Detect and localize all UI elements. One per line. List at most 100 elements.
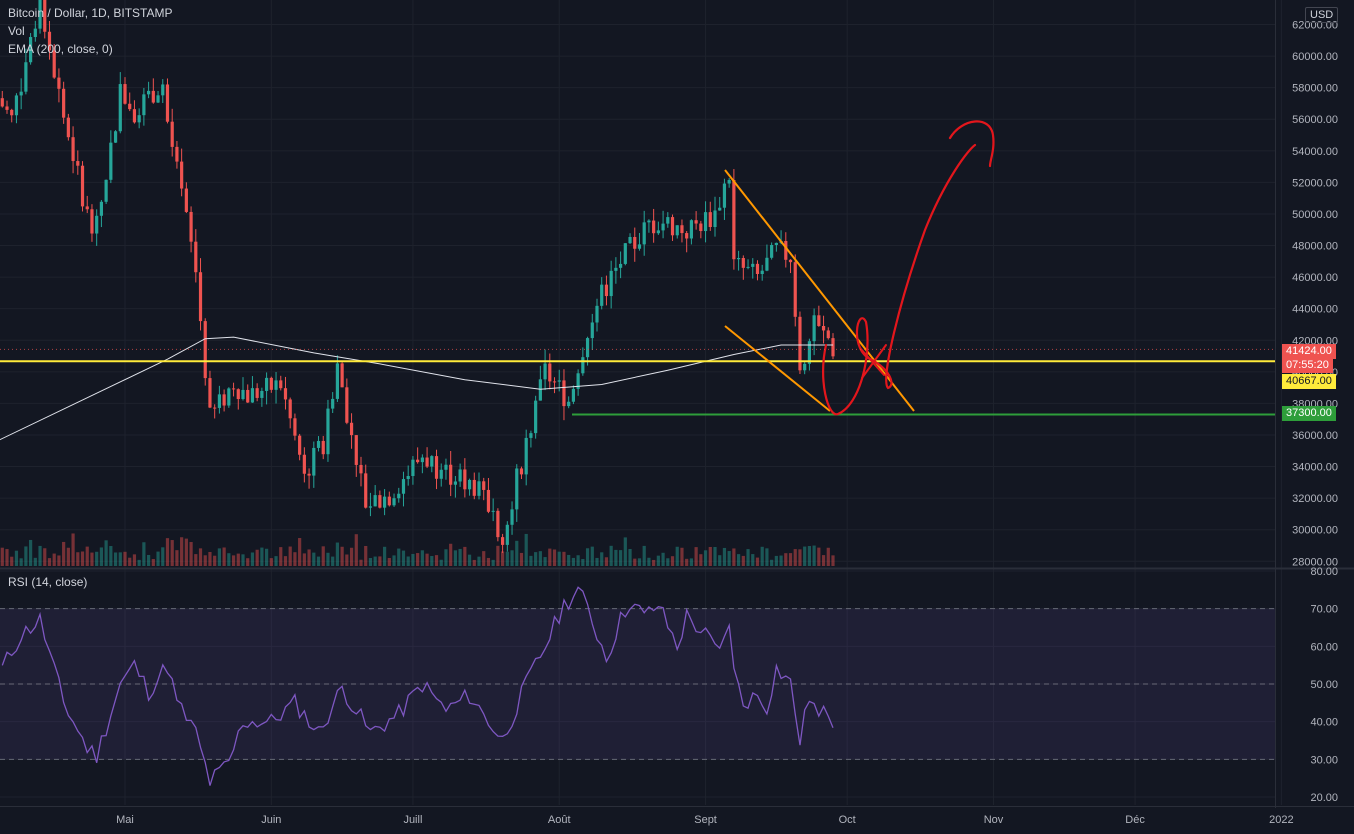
volume-bar [321,546,325,566]
time-tick-label: Nov [984,814,1004,826]
volume-bar [406,556,410,566]
candle-body [477,481,481,496]
volume-bar [661,552,665,566]
volume-bar [708,546,712,566]
volume-bar [279,547,283,566]
volume-bar [128,557,132,566]
price-tick-label: 52000.00 [1292,177,1338,189]
volume-bar [519,552,524,566]
candle-body [151,90,155,103]
volume-bar [760,546,764,566]
candle-body [62,88,66,118]
candle-body [633,237,637,249]
volume-bar [798,549,802,566]
candle-body [491,510,495,512]
candle-body [666,217,670,224]
candle-body [52,50,56,78]
candle-body [246,389,250,403]
time-tick-label: Mai [116,814,134,826]
candle-body [552,381,557,383]
candle-body [345,387,349,423]
price-tick-label: 30000.00 [1292,525,1338,537]
volume-bar [510,550,514,566]
candle-body [227,388,231,406]
candle-body [567,401,571,407]
volume-bar [576,555,580,566]
volume-bar [255,549,259,566]
volume-bar [467,554,472,566]
candle-body [349,422,354,436]
volume-bar [755,557,760,566]
currency-button[interactable]: USD [1305,7,1339,23]
candle-body [652,220,656,234]
volume-bar [703,550,708,566]
volume-bar [637,558,642,566]
candle-body [680,225,684,234]
price-tick-label: 50000.00 [1292,209,1338,221]
volume-bar [430,556,434,566]
volume-bar [458,548,462,566]
volume-bar [47,558,52,566]
candle-body [302,454,306,474]
price-tick-label: 36000.00 [1292,430,1338,442]
ema-label: EMA (200, close, 0) [8,42,113,56]
volume-bar [444,549,448,566]
volume-bar [0,547,4,566]
volume-bar [741,555,745,566]
volume-bar [387,557,391,566]
price-tick-label: 48000.00 [1292,241,1338,253]
volume-bar [567,554,571,566]
volume-bar [628,548,632,566]
volume-bar [80,551,85,566]
volume-bar [590,546,594,566]
volume-bar [368,557,373,566]
volume-bar [807,546,811,566]
red-cross-mark [859,344,887,379]
channel-upper-line [724,169,915,412]
candle-body [354,435,358,465]
volume-bar [354,534,358,566]
candle-body [548,363,552,382]
volume-bar [505,551,509,566]
volume-bar [137,559,141,566]
volume-bar [713,546,717,566]
volume-bar [142,542,146,566]
candle-body [727,180,731,184]
volume-bar [420,550,424,566]
rsi-tick-label: 50.00 [1310,679,1338,691]
volume-bar [29,539,33,566]
candle-body [401,479,406,494]
candle-body [359,464,363,474]
countdown-tag: 07:55:20 [1282,358,1333,373]
volume-bar [316,556,321,566]
volume-bar [765,548,769,566]
volume-bar [718,555,722,566]
candle-body [774,242,778,245]
volume-bar [227,553,231,566]
candle-body [788,259,793,263]
candle-body [47,31,52,51]
volume-bar [449,543,453,566]
candle-body [57,77,61,89]
candle-body [316,440,321,448]
candle-body [109,142,113,180]
volume-bar [496,545,500,566]
volume-bar [831,555,835,566]
candle-body [656,230,660,234]
candle-body [482,481,486,490]
candle-body [430,456,434,467]
candle-body [467,479,472,490]
candle-body [661,223,665,231]
candle-body [637,244,642,249]
volume-bar [538,551,542,566]
candle-body [335,363,339,399]
volume-bar [803,546,807,566]
volume-bar [543,557,547,566]
candle-body [156,95,160,103]
price-tick-label: 28000.00 [1292,556,1338,568]
volume-bar [826,547,830,566]
candle-body [685,233,689,239]
rsi-tick-label: 20.00 [1310,792,1338,804]
candle-body [147,90,151,95]
